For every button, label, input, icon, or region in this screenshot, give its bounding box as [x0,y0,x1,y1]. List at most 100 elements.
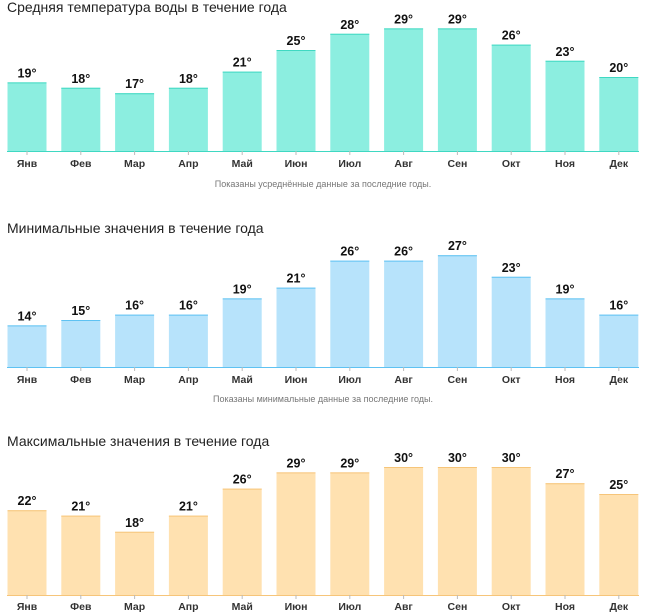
avg-value-label: 19° [18,66,37,80]
max-value-label: 30° [394,451,413,465]
min-month-label: Авг [394,374,413,386]
max-value-label: 30° [448,451,467,465]
avg-month-label: Апр [178,158,198,170]
min-value-label: 26° [340,245,359,259]
min-value-label: 14° [18,309,37,323]
max-month-label: Май [232,601,253,613]
min-bar-Фев [61,320,101,367]
max-bar-Сен [437,467,477,595]
avg-bar-Май [222,71,262,151]
max-month-label: Авг [394,601,413,613]
max-month-label: Окт [502,601,521,613]
avg-value-label: 28° [340,18,359,32]
max-value-label: 18° [125,516,144,530]
avg-month-label: Фев [70,158,92,170]
min-month-label: Ноя [555,374,575,386]
avg-month-label: Окт [502,158,521,170]
avg-month-label: Янв [17,158,38,170]
min-chart-note: Показаны минимальные данные за последние… [213,394,433,404]
avg-value-label: 29° [394,12,413,26]
max-month-label: Июл [338,601,361,613]
min-value-label: 26° [394,245,413,259]
avg-bar-Фев [61,87,101,151]
min-month-label: Июн [285,374,308,386]
max-value-label: 21° [179,500,198,514]
min-bar-Ноя [545,298,585,367]
avg-month-label: Сен [448,158,468,170]
max-bar-Ноя [545,483,585,595]
avg-bar-Апр [168,87,208,151]
max-month-label: Ноя [555,601,575,613]
max-value-label: 30° [502,451,521,465]
min-month-label: Апр [178,374,198,386]
min-bar-Мар [115,314,155,367]
avg-value-label: 26° [502,29,521,43]
avg-bar-Июн [276,50,316,151]
min-month-label: Янв [17,374,38,386]
min-value-label: 16° [609,299,628,313]
min-bar-Окт [491,276,531,367]
avg-bar-Ноя [545,60,585,151]
avg-month-label: Дек [609,158,628,170]
min-value-label: 19° [556,282,575,296]
avg-chart-title: Средняя температура воды в течение года [7,0,287,15]
max-month-label: Апр [178,601,198,613]
min-value-label: 15° [71,304,90,318]
max-bar-Фев [61,515,101,595]
avg-month-label: Авг [394,158,413,170]
avg-value-label: 18° [179,72,198,86]
min-bar-Апр [168,314,208,367]
avg-month-label: Май [232,158,253,170]
max-month-label: Сен [448,601,468,613]
max-value-label: 29° [287,456,306,470]
max-value-label: 25° [609,478,628,492]
avg-value-label: 23° [556,45,575,59]
avg-bar-Сен [437,28,477,151]
min-bar-Дек [599,314,639,367]
max-bar-Мар [115,531,155,595]
max-bar-Июл [330,472,370,595]
min-value-label: 27° [448,239,467,253]
avg-value-label: 17° [125,77,144,91]
max-chart-title: Максимальные значения в течение года [7,433,269,449]
max-month-label: Дек [609,601,628,613]
min-bar-Авг [384,260,424,367]
max-bar-Июн [276,472,316,595]
min-value-label: 16° [179,299,198,313]
avg-month-label: Июн [285,158,308,170]
avg-month-label: Ноя [555,158,575,170]
min-month-label: Сен [448,374,468,386]
max-value-label: 27° [556,467,575,481]
avg-bar-Дек [599,77,639,151]
min-bar-Июл [330,260,370,367]
min-month-label: Фев [70,374,92,386]
max-value-label: 21° [71,500,90,514]
min-month-label: Мар [124,374,145,386]
avg-bar-Окт [491,44,531,151]
avg-bar-Июл [330,33,370,151]
max-month-label: Янв [17,601,38,613]
avg-value-label: 21° [233,56,252,70]
max-bar-Май [222,488,262,595]
max-bar-Авг [384,467,424,595]
max-month-label: Мар [124,601,145,613]
min-month-label: Май [232,374,253,386]
min-bar-Янв [7,325,47,367]
avg-month-label: Мар [124,158,145,170]
min-value-label: 16° [125,299,144,313]
avg-value-label: 25° [287,34,306,48]
min-bar-Сен [437,255,477,367]
max-bar-Дек [599,494,639,595]
avg-chart-note: Показаны усреднённые данные за последние… [215,179,432,189]
max-bar-Апр [168,515,208,595]
avg-bar-Авг [384,28,424,151]
max-bar-Окт [491,467,531,595]
avg-bar-Янв [7,82,47,151]
min-bar-Май [222,298,262,367]
avg-bar-Мар [115,93,155,151]
min-value-label: 23° [502,261,521,275]
max-month-label: Фев [70,601,92,613]
max-month-label: Июн [285,601,308,613]
min-chart-title: Минимальные значения в течение года [7,220,264,236]
